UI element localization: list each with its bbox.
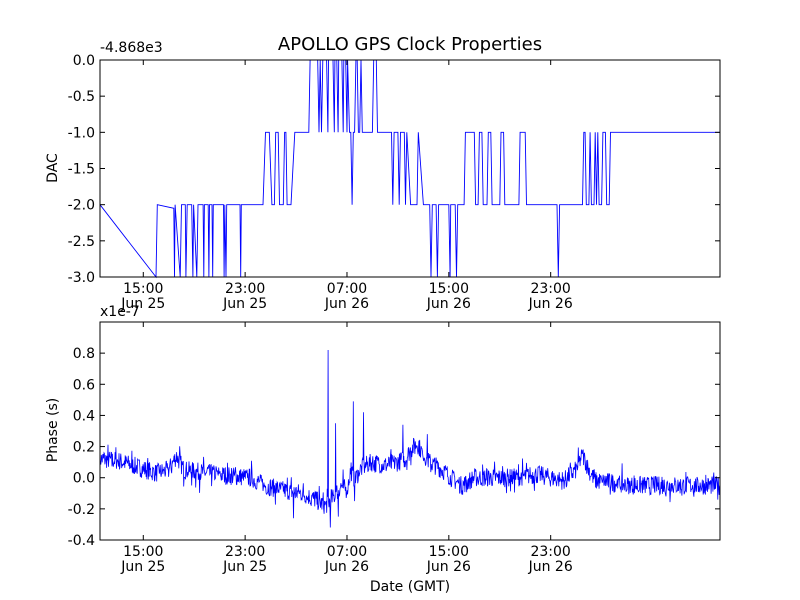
phase-ylabel: Phase (s) [45, 398, 61, 462]
phase-xtick-date-label: Jun 26 [426, 559, 471, 575]
phase-xtick-date-label: Jun 26 [528, 559, 573, 575]
dac-xtick-time-label: 23:00 [530, 281, 570, 297]
phase-ytick-label: -0.4 [68, 533, 95, 549]
dac-ytick-label: -1.0 [68, 125, 95, 141]
dac-ytick-label: 0.0 [73, 53, 95, 69]
phase-xtick-time-label: 23:00 [225, 544, 265, 560]
phase-xtick-time-label: 15:00 [123, 544, 163, 560]
phase-axes-frame [99, 321, 721, 541]
phase-xtick-date-label: Jun 26 [324, 559, 369, 575]
dac-ytick-label: -2.0 [68, 198, 95, 214]
dac-xtick-date-label: Jun 26 [528, 296, 573, 312]
phase-ytick-label: 0.4 [73, 408, 95, 424]
dac-axes-frame [99, 59, 721, 278]
phase-xlabel: Date (GMT) [370, 579, 450, 595]
dac-xtick-time-label: 23:00 [225, 281, 265, 297]
phase-xtick-time-label: 23:00 [530, 544, 570, 560]
phase-xtick-time-label: 07:00 [327, 544, 367, 560]
phase-ytick-label: 0.0 [73, 471, 95, 487]
dac-series-line [99, 59, 720, 279]
phase-offset-label: x1e-7 [100, 304, 140, 320]
dac-xtick-date-label: Jun 26 [426, 296, 471, 312]
figure-title: APOLLO GPS Clock Properties [278, 34, 542, 55]
dac-xtick-time-label: 07:00 [327, 281, 367, 297]
phase-xtick-date-label: Jun 25 [222, 559, 267, 575]
phase-xtick-time-label: 15:00 [429, 544, 469, 560]
dac-xtick-time-label: 15:00 [429, 281, 469, 297]
dac-ytick-label: -3.0 [68, 270, 95, 286]
dac-offset-label: -4.868e3 [100, 40, 163, 56]
dac-plot-area [99, 59, 720, 279]
dac-xtick-date-label: Jun 25 [120, 296, 165, 312]
dac-ytick-label: -2.5 [68, 234, 95, 250]
dac-xtick-date-label: Jun 25 [222, 296, 267, 312]
dac-xtick-date-label: Jun 26 [324, 296, 369, 312]
phase-xtick-date-label: Jun 25 [120, 559, 165, 575]
phase-ytick-label: 0.6 [73, 377, 95, 393]
phase-ytick-label: -0.2 [68, 502, 95, 518]
dac-ylabel: DAC [45, 153, 61, 183]
phase-ytick-label: 0.2 [73, 440, 95, 456]
dac-xtick-time-label: 15:00 [123, 281, 163, 297]
dac-ytick-label: -1.5 [68, 162, 95, 178]
phase-ytick-label: 0.8 [73, 346, 95, 362]
phase-series-line [99, 349, 721, 528]
dac-ytick-label: -0.5 [68, 89, 95, 105]
phase-plot-area [99, 349, 721, 528]
